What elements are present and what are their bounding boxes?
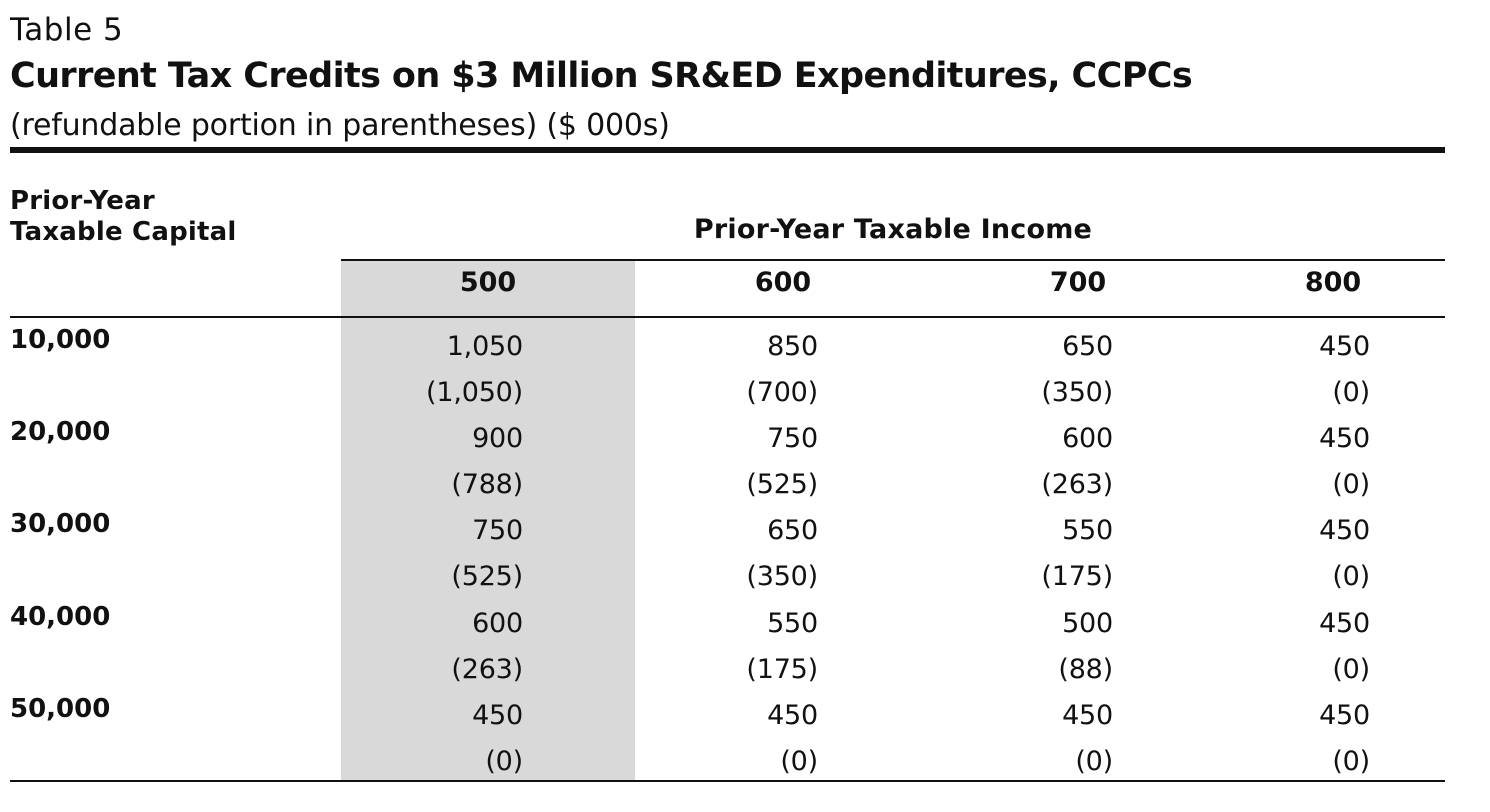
total-credit-cell: 450	[472, 700, 523, 731]
total-credit-cell: 450	[767, 700, 818, 731]
row-header-line-1: Prior-Year	[10, 186, 155, 216]
table-title: Current Tax Credits on $3 Million SR&ED …	[10, 56, 1193, 96]
refundable-credit-cell: (700)	[746, 377, 818, 408]
row-label: 50,000	[10, 694, 111, 724]
total-credit-cell: 550	[767, 608, 818, 639]
refundable-credit-cell: (350)	[1041, 377, 1113, 408]
refundable-credit-cell: (0)	[1332, 561, 1370, 592]
refundable-credit-cell: (88)	[1058, 654, 1113, 685]
total-credit-cell: 450	[1319, 331, 1370, 362]
refundable-credit-cell: (0)	[780, 746, 818, 777]
total-credit-cell: 650	[1062, 331, 1113, 362]
refundable-credit-cell: (0)	[1332, 654, 1370, 685]
column-group-label: Prior-Year Taxable Income	[693, 214, 1093, 245]
column-group-rule	[341, 259, 1445, 261]
total-credit-cell: 450	[1319, 515, 1370, 546]
highlighted-column-background	[341, 261, 635, 782]
refundable-credit-cell: (525)	[746, 469, 818, 500]
refundable-credit-cell: (788)	[451, 469, 523, 500]
refundable-credit-cell: (175)	[1041, 561, 1113, 592]
total-credit-cell: 500	[1062, 608, 1113, 639]
total-credit-cell: 750	[767, 423, 818, 454]
bottom-rule	[10, 780, 1445, 782]
refundable-credit-cell: (350)	[746, 561, 818, 592]
total-credit-cell: 450	[1319, 700, 1370, 731]
refundable-credit-cell: (0)	[1075, 746, 1113, 777]
refundable-credit-cell: (0)	[1332, 746, 1370, 777]
total-credit-cell: 650	[767, 515, 818, 546]
total-credit-cell: 1,050	[446, 331, 523, 362]
column-header-700: 700	[1049, 267, 1107, 298]
total-credit-cell: 900	[472, 423, 523, 454]
total-credit-cell: 850	[767, 331, 818, 362]
table-number: Table 5	[10, 12, 124, 48]
row-header-line-2: Taxable Capital	[10, 217, 237, 247]
total-credit-cell: 450	[1319, 423, 1370, 454]
row-header-label: Prior-Year Taxable Capital	[10, 186, 237, 248]
total-credit-cell: 600	[1062, 423, 1113, 454]
refundable-credit-cell: (0)	[1332, 469, 1370, 500]
refundable-credit-cell: (175)	[746, 654, 818, 685]
refundable-credit-cell: (525)	[451, 561, 523, 592]
row-label: 10,000	[10, 325, 111, 355]
refundable-credit-cell: (0)	[485, 746, 523, 777]
total-credit-cell: 750	[472, 515, 523, 546]
total-credit-cell: 550	[1062, 515, 1113, 546]
column-header-500: 500	[459, 267, 517, 298]
refundable-credit-cell: (263)	[451, 654, 523, 685]
refundable-credit-cell: (1,050)	[426, 377, 523, 408]
column-header-600: 600	[754, 267, 812, 298]
row-label: 40,000	[10, 602, 111, 632]
table-subtitle: (refundable portion in parentheses) ($ 0…	[10, 108, 670, 143]
row-label: 30,000	[10, 509, 111, 539]
total-credit-cell: 600	[472, 608, 523, 639]
title-rule	[10, 147, 1445, 153]
header-rule	[10, 316, 1445, 318]
total-credit-cell: 450	[1062, 700, 1113, 731]
refundable-credit-cell: (0)	[1332, 377, 1370, 408]
column-header-800: 800	[1304, 267, 1362, 298]
total-credit-cell: 450	[1319, 608, 1370, 639]
row-label: 20,000	[10, 417, 111, 447]
refundable-credit-cell: (263)	[1041, 469, 1113, 500]
